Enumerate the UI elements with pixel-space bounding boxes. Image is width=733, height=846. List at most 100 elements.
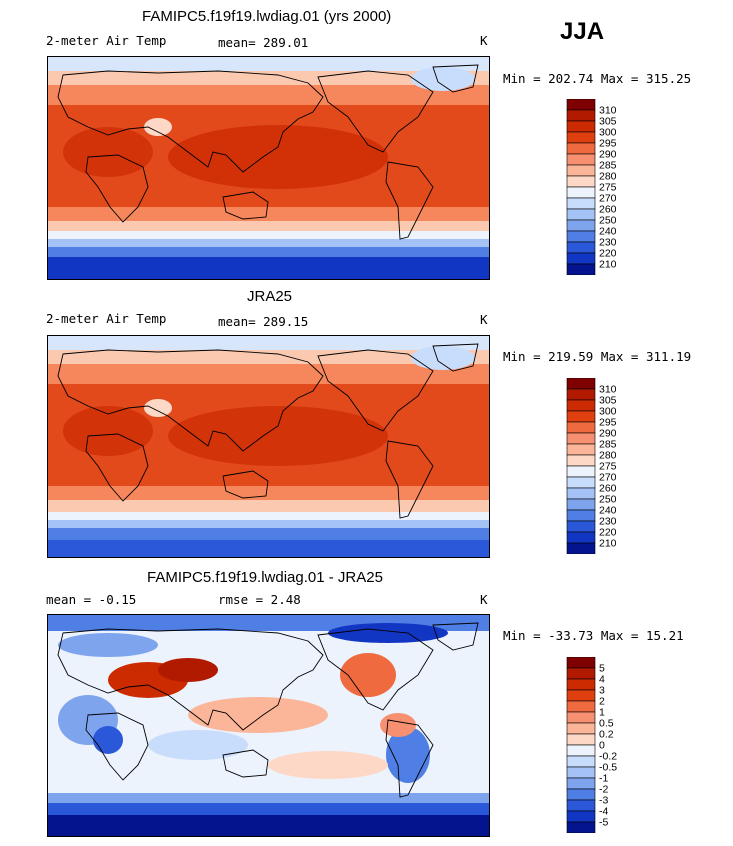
colorbar-swatch [566, 432, 596, 445]
colorbar-tick-label: 230 [599, 516, 617, 528]
colorbar-tick-label: 290 [599, 428, 617, 440]
panel-2-map [47, 335, 490, 558]
colorbar-tick-label: 305 [599, 395, 617, 407]
colorbar-swatch [566, 755, 596, 768]
panel-3-map-graphic [48, 615, 489, 836]
colorbar-swatch [566, 722, 596, 735]
colorbar-swatch [566, 263, 596, 275]
colorbar-swatch [566, 766, 596, 779]
panel-1-mean-label: mean= 289.01 [218, 35, 309, 50]
colorbar-tick-label: 310 [599, 105, 617, 117]
colorbar-tick-label: 0.2 [599, 729, 614, 741]
colorbar-swatch [566, 788, 596, 801]
colorbar-swatch [566, 810, 596, 823]
colorbar-tick-label: 295 [599, 417, 617, 429]
panel-2-minmax-label: Min = 219.59 Max = 311.19 [503, 349, 692, 364]
colorbar-tick-label: 260 [599, 483, 617, 495]
colorbar-swatch [566, 109, 596, 122]
colorbar-swatch [566, 465, 596, 478]
colorbar-swatch [566, 657, 596, 669]
colorbar-swatch [566, 542, 596, 554]
colorbar-swatch [566, 410, 596, 423]
colorbar-tick-label: -0.5 [599, 762, 617, 774]
colorbar-swatch [566, 454, 596, 467]
colorbar-tick-label: -0.2 [599, 751, 617, 763]
colorbar-swatch [566, 821, 596, 833]
colorbar-tick-label: 310 [599, 384, 617, 396]
panel-3-units-label: K [480, 592, 488, 607]
panel-3-rmse-label: rmse = 2.48 [218, 592, 301, 607]
colorbar-tick-label: 270 [599, 193, 617, 205]
colorbar-tick-label: 0.5 [599, 718, 614, 730]
panel-1-map-graphic [48, 57, 489, 279]
colorbar-tick-label: 240 [599, 505, 617, 517]
colorbar-swatch [566, 667, 596, 680]
colorbar-swatch [566, 487, 596, 500]
colorbar-tick-label: 300 [599, 127, 617, 139]
colorbar-tick-label: 275 [599, 182, 617, 194]
panel-1-map [47, 56, 490, 280]
colorbar-swatch [566, 186, 596, 199]
colorbar-swatch [566, 378, 596, 390]
colorbar-swatch [566, 164, 596, 177]
colorbar-swatch [566, 476, 596, 489]
colorbar-swatch [566, 208, 596, 221]
colorbar-swatch [566, 711, 596, 724]
colorbar-swatch [566, 131, 596, 144]
colorbar-swatch [566, 744, 596, 757]
colorbar-swatch [566, 230, 596, 243]
colorbar-tick-label: 300 [599, 406, 617, 418]
colorbar-tick-label: 240 [599, 226, 617, 238]
colorbar-tick-label: 280 [599, 450, 617, 462]
colorbar-swatch [566, 421, 596, 434]
colorbar-tick-label: -4 [599, 806, 608, 818]
panel-1-title: FAMIPC5.f19f19.lwdiag.01 (yrs 2000) [142, 8, 392, 25]
panel-2-units-label: K [480, 312, 488, 327]
colorbar-swatch [566, 700, 596, 713]
colorbar-swatch [566, 219, 596, 232]
colorbar-tick-label: 0 [599, 740, 605, 752]
panel-3-mean-label: mean = -0.15 [46, 592, 137, 607]
colorbar-swatch [566, 498, 596, 511]
colorbar-tick-label: 270 [599, 472, 617, 484]
colorbar-swatch [566, 153, 596, 166]
colorbar-swatch [566, 689, 596, 702]
colorbar-swatch [566, 241, 596, 254]
season-label: JJA [560, 18, 605, 45]
colorbar-tick-label: 4 [599, 674, 605, 686]
colorbar-swatch [566, 443, 596, 456]
colorbar-swatch [566, 777, 596, 790]
colorbar-swatch [566, 252, 596, 265]
colorbar-tick-label: 2 [599, 696, 605, 708]
colorbar-tick-label: 295 [599, 138, 617, 150]
colorbar-swatch [566, 175, 596, 188]
colorbar-tick-label: 250 [599, 494, 617, 506]
colorbar-tick-label: 290 [599, 149, 617, 161]
colorbar-swatch [566, 799, 596, 812]
colorbar-swatch [566, 142, 596, 155]
colorbar-swatch [566, 388, 596, 401]
colorbar-tick-label: 285 [599, 160, 617, 172]
colorbar-tick-label: 210 [599, 259, 617, 271]
colorbar-tick-label: 3 [599, 685, 605, 697]
panel-1-variable-label: 2-meter Air Temp [46, 33, 167, 48]
colorbar-swatch [566, 531, 596, 544]
colorbar-tick-label: 260 [599, 204, 617, 216]
panel-2-colorbar: 3103053002952902852802752702602502402302… [566, 378, 617, 554]
colorbar-swatch [566, 509, 596, 522]
panel-3-title: FAMIPC5.f19f19.lwdiag.01 - JRA25 [147, 569, 383, 586]
colorbar-tick-label: 220 [599, 248, 617, 260]
colorbar-tick-label: 285 [599, 439, 617, 451]
colorbar-tick-label: 305 [599, 116, 617, 128]
panel-3-map [47, 614, 490, 837]
colorbar-swatch [566, 520, 596, 533]
colorbar-tick-label: -2 [599, 784, 608, 796]
colorbar-swatch [566, 678, 596, 691]
panel-2-mean-label: mean= 289.15 [218, 314, 309, 329]
panel-3-minmax-label: Min = -33.73 Max = 15.21 [503, 628, 684, 643]
panel-2-variable-label: 2-meter Air Temp [46, 311, 167, 326]
colorbar-tick-label: 1 [599, 707, 605, 719]
panel-1-colorbar: 3103053002952902852802752702602502402302… [566, 99, 617, 275]
panel-2-title: JRA25 [247, 288, 293, 305]
